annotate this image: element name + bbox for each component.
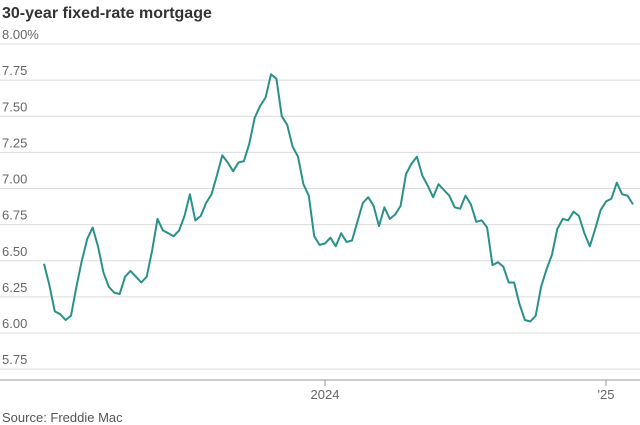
y-tick-label: 6.00 (2, 316, 27, 331)
x-tick-label: '25 (598, 387, 615, 402)
rate-line (43, 73, 634, 323)
y-tick-label: 6.75 (2, 208, 27, 223)
y-tick-label: 6.25 (2, 280, 27, 295)
source: Source: Freddie Mac (2, 410, 123, 425)
y-tick-label: 5.75 (2, 352, 27, 367)
y-tick-label: 7.00 (2, 172, 27, 187)
y-tick-label: 7.75 (2, 63, 27, 78)
y-tick-label: 8.00% (2, 27, 39, 42)
y-tick-label: 6.50 (2, 244, 27, 259)
chart-title: 30-year fixed-rate mortgage (2, 5, 212, 22)
x-tick-label: 2024 (311, 387, 340, 402)
y-tick-label: 7.50 (2, 99, 27, 114)
y-tick-label: 7.25 (2, 135, 27, 150)
